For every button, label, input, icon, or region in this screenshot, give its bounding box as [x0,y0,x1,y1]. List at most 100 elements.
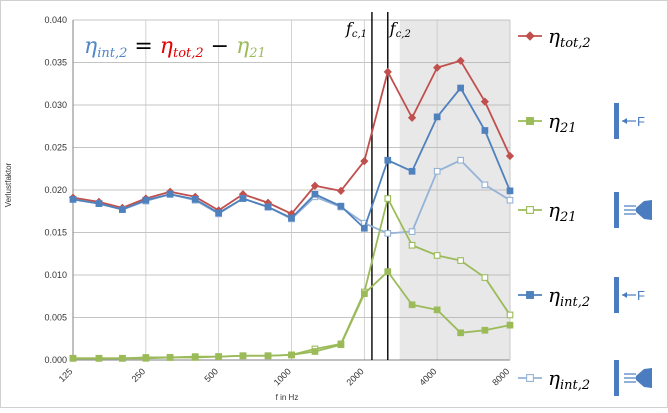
y-tick-label: 0.030 [44,100,67,110]
data-point [480,97,490,106]
speaker-excitation-icon [614,192,652,228]
equation-layer: ηint,2 = ηtot,2 − η21 [84,34,266,61]
data-point [481,326,489,334]
x-axis-title: f in Hz [276,393,299,402]
y-tick-label: 0.020 [44,185,67,195]
data-point [457,84,464,92]
cutoff-label: fc,2 [389,19,411,40]
data-point [433,252,441,259]
data-point [457,156,464,164]
data-point [360,290,368,298]
data-point [481,274,489,281]
data-point [408,241,416,249]
force-arrow-head [622,292,627,298]
legend-label: ηint,2 [548,283,590,310]
legend-label: ηtot,2 [548,24,591,51]
data-point [119,354,126,362]
y-tick-label: 0.015 [44,228,67,238]
eq-equals: = [127,34,159,59]
eq-mid: η [160,34,173,59]
data-point [433,63,442,72]
data-point [191,354,199,361]
data-point [166,190,174,198]
legend-item: η21 [518,192,652,228]
data-point [383,67,392,76]
legend-swatch-marker [526,206,534,214]
plate-bar [614,192,619,228]
series-3 [69,84,514,232]
series-layer [68,56,515,362]
force-label: F [637,288,645,303]
data-point [384,268,392,275]
data-point [456,56,465,65]
data-point [191,196,199,203]
data-point [310,181,320,190]
legend-swatch-marker [526,374,534,382]
equation-text: ηint,2 = ηtot,2 − η21 [84,34,266,61]
eq-rhs: η [236,34,249,59]
data-point [384,230,392,237]
data-point [408,301,416,309]
data-point [311,190,319,198]
legend-label: η21 [548,109,577,136]
data-point [264,203,272,211]
eq-lhs-sub: int,2 [97,46,127,61]
data-point [506,187,514,195]
data-point [95,200,103,207]
speaker-cone [636,368,652,388]
y-tick-label: 0.010 [44,270,67,280]
data-point [215,209,223,217]
data-point [239,195,247,202]
data-point [433,113,441,121]
legend-label: η21 [548,198,577,225]
data-point [481,127,489,134]
y-tick-label: 0.000 [44,355,67,365]
force-excitation-icon: F [614,103,645,139]
legend-swatch-marker [525,31,535,41]
y-tick-label: 0.005 [44,313,67,323]
legend-item: ηint,2 F [518,277,645,313]
y-tick-label: 0.025 [44,143,67,153]
data-point [408,228,416,236]
data-point [336,186,345,195]
data-point [457,257,464,264]
data-point [506,196,514,204]
data-point [433,167,441,175]
data-point [69,196,77,203]
data-point [119,206,126,213]
data-point [384,195,392,202]
force-arrow-head [622,118,627,124]
data-point [239,352,247,360]
plate-bar [614,360,619,396]
data-point [407,113,417,122]
data-point [311,348,319,355]
data-point [288,214,295,222]
data-point [142,354,150,362]
data-point [337,202,345,210]
speaker-excitation-icon [614,360,652,396]
data-point [142,196,150,204]
data-point [337,341,345,349]
eq-mid-sub: tot,2 [173,46,204,61]
data-point [384,156,392,164]
legend-item: ηint,2 [518,360,652,396]
y-axis-title: Verlustfaktor [4,162,13,207]
data-point [264,352,272,360]
data-point [481,181,489,189]
data-point [408,167,416,175]
data-point [506,311,514,319]
data-point [457,329,464,337]
eq-lhs: η [84,34,97,59]
legend-label: ηint,2 [548,366,590,393]
data-point [505,151,515,161]
legend-swatch-marker [526,117,534,125]
speaker-cone [636,200,652,220]
force-label: F [637,114,645,129]
data-point [506,321,514,329]
legend-swatch-marker [526,291,534,299]
y-tick-label: 0.035 [44,58,67,68]
data-point [166,354,174,361]
